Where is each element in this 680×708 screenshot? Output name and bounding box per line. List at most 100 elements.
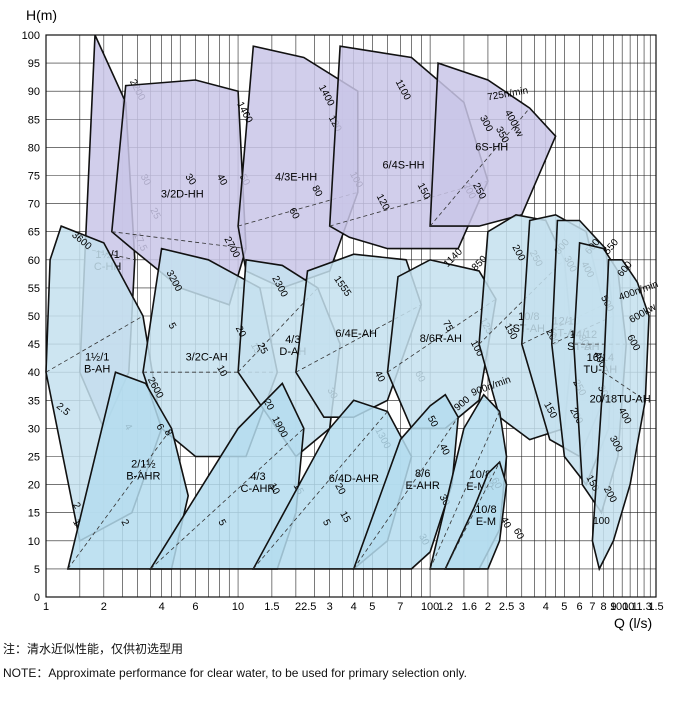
plot-frame [45, 34, 657, 598]
x-tick-label: 1.2 [438, 601, 453, 613]
pump-curve-label: 2 [70, 501, 83, 512]
pump-region-label: 6/4E-AH [335, 328, 377, 340]
x-tick-label: 1.5 [264, 601, 279, 613]
x-tick-label: 5 [561, 601, 567, 613]
y-tick-label: 25 [28, 452, 40, 464]
pump-curve-label: 15 [337, 510, 352, 525]
y-tick-label: 0 [34, 592, 40, 604]
pump-region-guide [387, 298, 497, 373]
pump-region-label: 8/6R-AH [420, 333, 462, 345]
pump-regions: 1½/1C-HH2200302517.53/2D-HH3040504/3E-HH… [45, 34, 660, 572]
pump-curve-label: 5 [320, 518, 333, 528]
pump-region: 20/18TU-AH600400n/min600kw60040030020010… [590, 258, 660, 572]
y-tick-label: 85 [28, 114, 40, 126]
pump-curve-label: 10 [267, 482, 282, 497]
pump-curve-label: 25 [255, 341, 270, 356]
pump-curve-label: 50 [425, 414, 440, 429]
pump-curve-label: 20 [261, 397, 276, 412]
y-tick-label: 95 [28, 58, 40, 70]
note-chinese: 注：清水近似性能，仅供初选型用 [3, 642, 184, 656]
pump-curve-label: 80 [309, 184, 324, 199]
pump-curve-label: 1 [70, 518, 83, 528]
pump-curve-label: 40 [372, 369, 387, 384]
y-tick-label: 100 [22, 30, 40, 42]
pump-curve-label: 10 [214, 364, 229, 379]
x-tick-label: 1.5 [648, 601, 663, 613]
y-tick-label: 15 [28, 508, 40, 520]
pump-curve-label: 20 [233, 324, 248, 339]
y-tick-label: 35 [28, 395, 40, 407]
x-tick-label: 2 [485, 601, 491, 613]
note-english: NOTE：Approximate performance for clear w… [3, 666, 467, 680]
pump-region-label: 6S-HH [475, 142, 508, 154]
pump-region-label: 20/18TU-AH [590, 394, 651, 406]
pump-region-guide [67, 428, 172, 570]
pump-curve-label: 5 [215, 518, 228, 528]
pump-region-label: 1½/1 B-AH [84, 351, 110, 375]
y-tick-label: 90 [28, 86, 40, 98]
y-tick-label: 10 [28, 536, 40, 548]
pump-performance-chart: 1½/1C-HH2200302517.53/2D-HH3040504/3E-HH… [22, 7, 664, 631]
x-tick-label: 7 [589, 601, 595, 613]
y-tick-label: 5 [34, 564, 40, 576]
x-tick-label: 3 [519, 601, 525, 613]
x-tick-label: 3 [327, 601, 333, 613]
pump-curve-label: 40 [214, 172, 229, 187]
y-tick-label: 60 [28, 255, 40, 267]
y-tick-label: 20 [28, 480, 40, 492]
pump-curve-label: 8 [162, 428, 175, 438]
pump-curve-label: 5 [166, 321, 179, 331]
pump-region-guide [237, 287, 319, 373]
x-tick-label: 5 [369, 601, 375, 613]
pump-region-shape [444, 460, 508, 570]
pump-region-label: 2/1½ B-AHR [126, 459, 160, 483]
pump-curve-label: 40 [437, 442, 452, 457]
pump-curve-label: 60 [511, 527, 526, 542]
pump-region: 3/2D-HH304050 [110, 79, 252, 306]
y-tick-label: 80 [28, 142, 40, 154]
y-tick-label: 50 [28, 311, 40, 323]
x-tick-label: 1000 [610, 601, 634, 613]
pump-region: 4/3C-AHR20190010515 [149, 382, 306, 570]
pump-region-label: 6/4D-AHR [329, 473, 379, 485]
pump-region-guide [429, 107, 531, 227]
x-tick-label: 1.1 [622, 601, 637, 613]
pump-region-label: 6/4S-HH [382, 159, 424, 171]
pump-region-guide [111, 231, 247, 249]
pump-region-guide [429, 411, 500, 570]
pump-curve-label: 100 [593, 516, 610, 527]
pump-region-label: 10/8 E-M [475, 504, 496, 528]
y-tick-label: 55 [28, 283, 40, 295]
x-tick-label: 6 [192, 601, 198, 613]
x-tick-label: 1 [43, 601, 49, 613]
y-tick-label: 30 [28, 423, 40, 435]
x-tick-label: 22.5 [295, 601, 316, 613]
pump-region-guide [295, 304, 422, 373]
x-tick-label: 8 [601, 601, 607, 613]
x-tick-label: 1.6 [462, 601, 477, 613]
x-tick-label: 7 [397, 601, 403, 613]
y-tick-label: 65 [28, 227, 40, 239]
pump-curve-label: 6 [153, 422, 166, 432]
pump-region-guide [603, 371, 646, 401]
x-axis-label: Q (l/s) [614, 615, 652, 631]
x-tick-label: 4 [159, 601, 165, 613]
axes: 0510152025303540455055606570758085909510… [22, 30, 664, 613]
pump-curve-label: 20 [332, 482, 347, 497]
pump-region-label: 3/2C-AH [186, 351, 228, 363]
pump-region-label: 4/3E-HH [275, 171, 317, 183]
x-tick-label: 10 [232, 601, 244, 613]
x-tick-label: 9 [610, 601, 616, 613]
pump-curve-label: 2 [118, 518, 131, 528]
x-tick-label: 2.5 [499, 601, 514, 613]
pump-region: 8/6R-AH751001259001140 [386, 246, 497, 430]
x-tick-label: 4 [351, 601, 357, 613]
y-tick-label: 75 [28, 171, 40, 183]
pump-curve-label: 60 [286, 206, 301, 221]
x-tick-label: 100 [421, 601, 439, 613]
y-tick-label: 40 [28, 367, 40, 379]
pump-curve-label: 75 [440, 319, 455, 334]
